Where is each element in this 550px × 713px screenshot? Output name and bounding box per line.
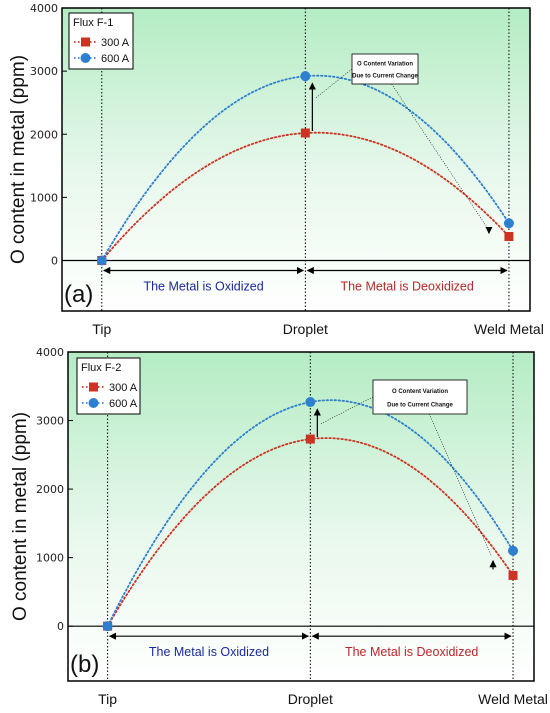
x-category-label: Droplet [288, 691, 333, 707]
legend-item-label: 600 A [109, 398, 138, 410]
annotation-line-2: Due to Current Change [352, 73, 418, 79]
legend-marker-square [89, 382, 98, 392]
legend-item-label: 300 A [101, 37, 130, 49]
annotation-leader [391, 83, 488, 228]
legend-box [76, 357, 141, 415]
legend-marker-circle [80, 53, 91, 63]
region-label-deoxidized: The Metal is Deoxidized [340, 280, 473, 294]
region-label-oxidized: The Metal is Oxidized [143, 280, 263, 294]
legend-title: Flux F-1 [73, 17, 113, 29]
x-category-label: Tip [98, 691, 117, 707]
annotation-box [351, 53, 419, 85]
data-point-600a [305, 397, 316, 408]
data-point-600a [96, 255, 107, 266]
data-point-600a [102, 621, 113, 632]
x-category-label: Droplet [283, 321, 328, 337]
y-tick-label: 0 [57, 620, 64, 633]
y-tick-label: 3000 [30, 65, 58, 78]
annotation-line-2: Due to Current Change [387, 403, 453, 409]
legend-title: Flux F-2 [81, 362, 121, 374]
annotation-line-1: O Content Variation [357, 61, 413, 67]
legend-item-label: 600 A [101, 53, 130, 65]
legend-item-label: 300 A [109, 382, 138, 394]
y-axis-label: O content in metal (ppm) [8, 55, 29, 264]
chart-panel-a: 0 1000 2000 3000 4000 Tip Droplet Weld Metal O c… [8, 2, 544, 337]
annotation-box [372, 379, 468, 415]
data-point-600a [508, 545, 519, 556]
plot-frame [61, 7, 531, 312]
y-tick-label: 2000 [30, 128, 58, 141]
legend-marker-square [81, 37, 90, 47]
data-point-300a [504, 232, 514, 242]
data-point-600a [503, 218, 514, 229]
x-category-label: Weld Metal [478, 691, 548, 707]
panel-label: (a) [64, 281, 93, 308]
annotation-line-1: O Content Variation [392, 389, 448, 395]
panel-label: (b) [70, 651, 99, 678]
y-tick-label: 4000 [36, 346, 64, 359]
region-label-oxidized: The Metal is Oxidized [149, 645, 269, 659]
region-label-deoxidized: The Metal is Deoxidized [345, 645, 478, 659]
annotation-leader [429, 413, 492, 555]
y-tick-label: 1000 [36, 552, 64, 565]
y-axis-label: O content in metal (ppm) [10, 412, 31, 621]
legend-marker-circle [88, 398, 99, 408]
data-point-600a [300, 71, 311, 82]
annotation-leader [315, 68, 353, 99]
data-point-300a [508, 570, 518, 580]
x-category-label: Weld Metal [474, 321, 544, 337]
chart-panel-b: 0 1000 2000 3000 4000 Tip Droplet Weld Metal O c… [10, 346, 548, 707]
data-point-300a [300, 128, 310, 138]
x-category-label: Tip [92, 321, 111, 337]
series-line-300a [100, 131, 510, 262]
plot-frame [67, 351, 535, 682]
y-tick-label: 2000 [36, 483, 64, 496]
legend-box [68, 12, 134, 70]
y-tick-label: 1000 [30, 191, 58, 204]
y-tick-label: 3000 [36, 415, 64, 428]
data-point-300a [305, 434, 315, 444]
y-tick-label: 0 [51, 255, 58, 268]
y-tick-label: 4000 [30, 2, 58, 15]
